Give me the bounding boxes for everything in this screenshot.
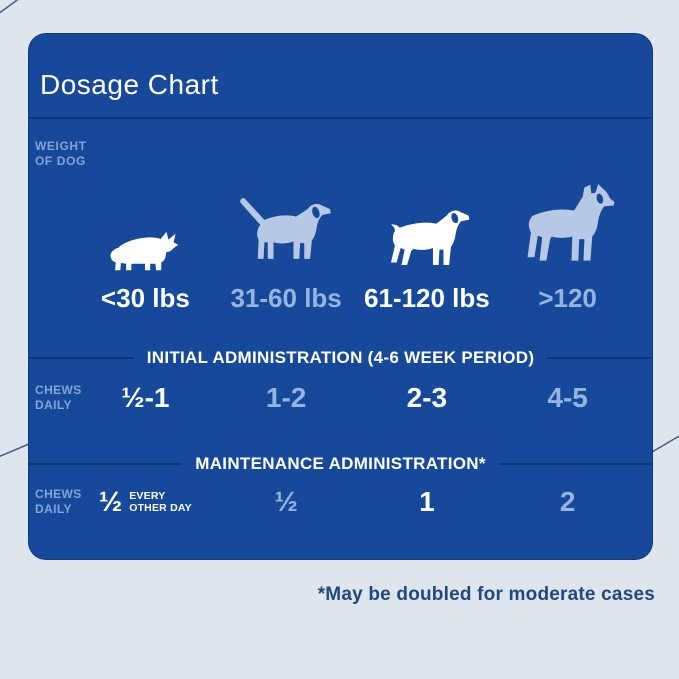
maintenance-chews-row: CHEWS DAILY ½ EVERY OTHER DAY ½ 1 2 <box>29 479 652 525</box>
initial-dose-3: 2-3 <box>406 382 448 413</box>
header-rule-left <box>29 357 134 359</box>
weight-label-line1: WEIGHT <box>35 139 87 153</box>
initial-dose-1: ½-1 <box>121 382 170 413</box>
labrador-icon <box>216 164 357 278</box>
dogs-row <box>29 164 652 278</box>
weight-label-line2: OF DOG <box>35 154 86 168</box>
corgi-icon <box>75 164 216 278</box>
weight-of-dog-label: WEIGHT OF DOG <box>35 139 87 169</box>
section-header-maintenance: MAINTENANCE ADMINISTRATION* <box>29 453 652 475</box>
weights-section: WEIGHT OF DOG <box>29 119 652 319</box>
header-rule-right <box>547 357 652 359</box>
chews-label-line1: CHEWS <box>35 383 82 397</box>
maintenance-dose-2: ½ <box>274 486 298 517</box>
section-header-initial: INITIAL ADMINISTRATION (4-6 WEEK PERIOD) <box>29 347 652 369</box>
frequency-line1: EVERY <box>129 490 166 502</box>
frequency-line2: OTHER DAY <box>129 502 192 514</box>
weight-range-label-4: >120 <box>538 283 597 313</box>
initial-dose-4: 4-5 <box>547 382 588 413</box>
maintenance-dose-3: 1 <box>419 486 435 517</box>
chews-label-line2: DAILY <box>35 398 72 412</box>
chews-daily-label-maintenance: CHEWS DAILY <box>35 479 81 525</box>
maintenance-section-title: MAINTENANCE ADMINISTRATION* <box>195 454 486 473</box>
initial-chews-row: CHEWS DAILY ½-1 1-2 2-3 4-5 <box>29 375 652 421</box>
header-rule-left <box>29 463 183 465</box>
initial-dose-2: 1-2 <box>265 382 307 413</box>
maintenance-dose-4: 2 <box>559 486 576 517</box>
weight-range-label-1: <30 lbs <box>100 283 190 313</box>
maintenance-dose-1-frequency: EVERY OTHER DAY <box>129 490 192 514</box>
dosage-card: Dosage Chart WEIGHT OF DOG <box>28 33 653 560</box>
chews-label-line2: DAILY <box>35 502 72 516</box>
rottweiler-icon <box>357 164 498 278</box>
header-rule-right <box>498 463 652 465</box>
dogs-row-spacer <box>35 164 75 278</box>
weight-range-label-2: 31-60 lbs <box>230 283 342 313</box>
weight-labels-row: <30 lbs 31-60 lbs 61-120 lbs >120 <box>29 278 652 319</box>
footnote: *May be doubled for moderate cases <box>317 584 655 605</box>
card-header: Dosage Chart <box>29 34 652 119</box>
weight-range-label-3: 61-120 lbs <box>364 283 490 313</box>
chews-daily-label-initial: CHEWS DAILY <box>35 375 81 421</box>
labels-row-spacer <box>35 278 75 319</box>
initial-section-title: INITIAL ADMINISTRATION (4-6 WEEK PERIOD) <box>146 348 535 367</box>
chews-label-line1: CHEWS <box>35 487 82 501</box>
page-title: Dosage Chart <box>40 68 219 100</box>
great-dane-icon <box>497 164 638 278</box>
maintenance-dose-1-amount: ½ <box>98 486 123 517</box>
maintenance-dose-1: ½ EVERY OTHER DAY <box>75 479 216 525</box>
